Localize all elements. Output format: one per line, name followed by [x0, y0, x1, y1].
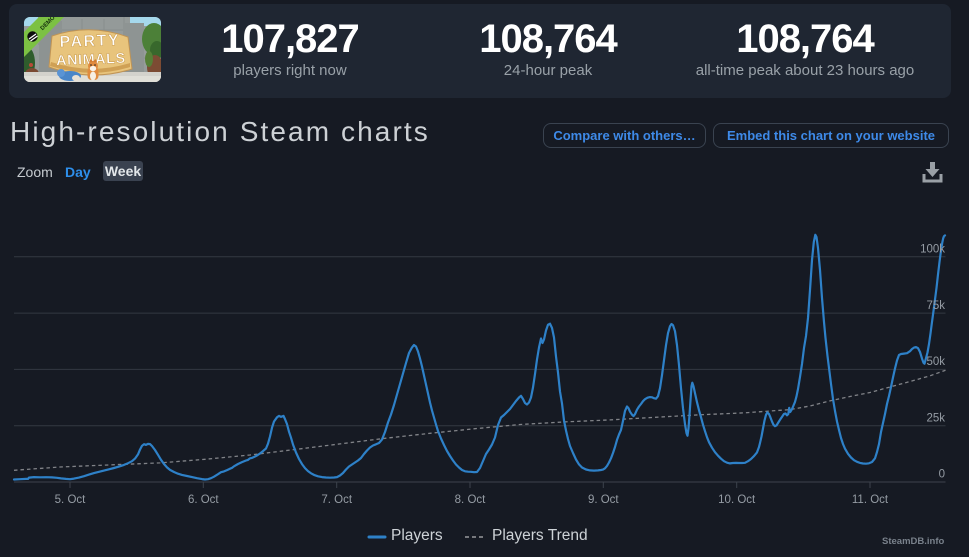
svg-text:100k: 100k [920, 244, 945, 256]
svg-text:11. Oct: 11. Oct [852, 494, 889, 506]
svg-text:25k: 25k [926, 412, 945, 424]
svg-text:75k: 75k [926, 300, 945, 312]
svg-text:6. Oct: 6. Oct [188, 494, 219, 506]
svg-text:8. Oct: 8. Oct [455, 494, 486, 506]
svg-text:5. Oct: 5. Oct [55, 494, 86, 506]
svg-text:10. Oct: 10. Oct [718, 494, 756, 506]
svg-text:PARTY: PARTY [59, 32, 120, 51]
svg-text:50k: 50k [926, 356, 945, 368]
svg-text:0: 0 [939, 469, 945, 481]
svg-text:7. Oct: 7. Oct [321, 494, 352, 506]
svg-text:9. Oct: 9. Oct [588, 494, 619, 506]
